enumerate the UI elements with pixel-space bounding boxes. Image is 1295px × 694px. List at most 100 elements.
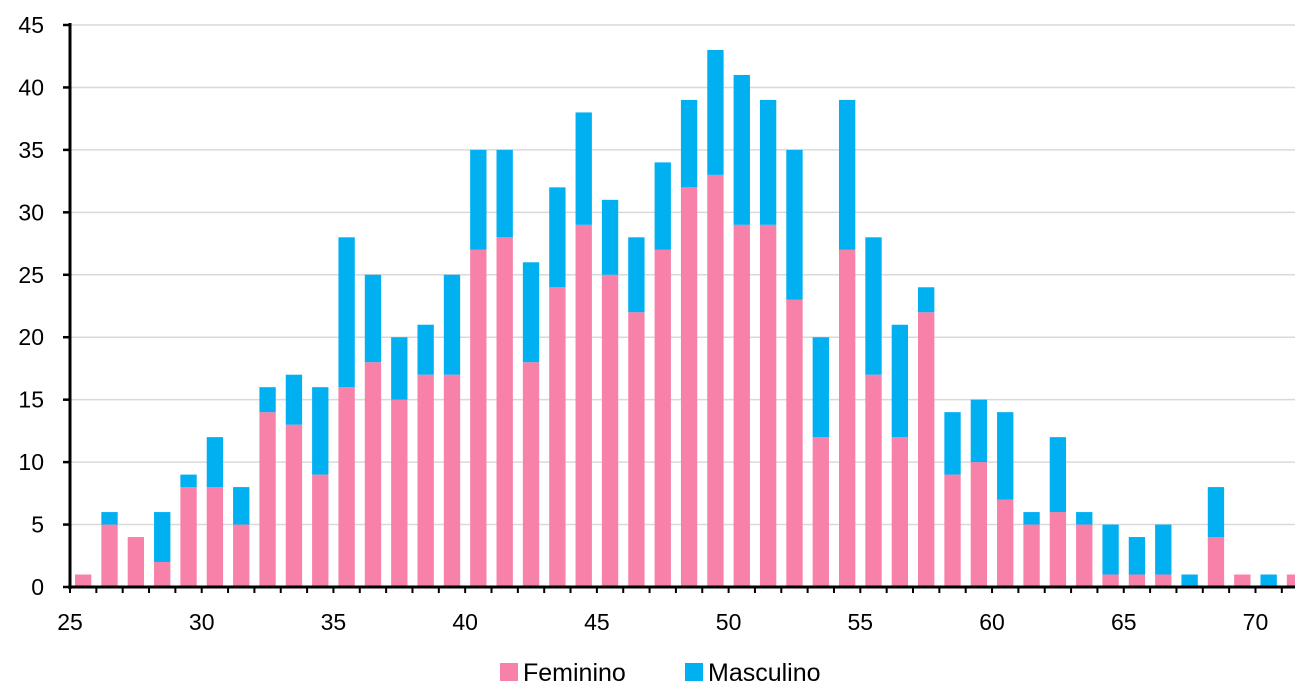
x-tick-label: 40 bbox=[452, 609, 478, 635]
bar-masculino-39 bbox=[443, 274, 461, 375]
bar-masculino-41 bbox=[496, 149, 513, 238]
bar-masculino-52 bbox=[786, 149, 803, 300]
bar-masculino-28 bbox=[154, 512, 171, 563]
bar-feminino-33 bbox=[285, 424, 303, 587]
bar-feminino-64 bbox=[1102, 574, 1119, 587]
bar-feminino-63 bbox=[1076, 524, 1093, 587]
bar-feminino-32 bbox=[259, 412, 276, 587]
bar-feminino-56 bbox=[891, 437, 909, 587]
bar-masculino-46 bbox=[628, 237, 645, 313]
bar-masculino-58 bbox=[944, 412, 961, 475]
bar-feminino-59 bbox=[970, 462, 988, 587]
y-tick-label: 20 bbox=[18, 324, 44, 350]
bar-feminino-47 bbox=[654, 249, 671, 588]
bar-feminino-52 bbox=[786, 299, 803, 587]
bar-masculino-47 bbox=[654, 162, 671, 250]
x-tick-labels: 25 30 35 40 45 50 55 60 65 70 bbox=[57, 609, 1268, 635]
bar-feminino-58 bbox=[944, 474, 961, 587]
bar-feminino-62 bbox=[1049, 512, 1067, 587]
y-tick-label: 25 bbox=[18, 262, 44, 288]
bar-masculino-66 bbox=[1155, 524, 1172, 575]
bar-feminino-71 bbox=[1286, 574, 1295, 587]
bar-feminino-65 bbox=[1128, 574, 1146, 587]
bar-masculino-60 bbox=[997, 412, 1014, 500]
x-tick-label: 45 bbox=[584, 609, 610, 635]
bar-masculino-63 bbox=[1076, 512, 1093, 525]
axes bbox=[63, 23, 1295, 593]
bar-feminino-66 bbox=[1155, 574, 1172, 587]
legend-swatch-feminino bbox=[500, 663, 518, 681]
bar-feminino-55 bbox=[865, 374, 882, 587]
bar-masculino-32 bbox=[259, 387, 276, 413]
bar-masculino-64 bbox=[1102, 524, 1119, 575]
legend: Feminino Masculino bbox=[500, 659, 821, 687]
bar-masculino-45 bbox=[601, 199, 619, 275]
bar-masculino-61 bbox=[1023, 512, 1040, 525]
x-tick-label: 70 bbox=[1243, 609, 1269, 635]
bar-feminino-43 bbox=[549, 287, 566, 587]
bar-feminino-61 bbox=[1023, 524, 1040, 587]
bar-feminino-41 bbox=[496, 237, 513, 588]
legend-swatch-masculino bbox=[685, 663, 703, 681]
bar-masculino-38 bbox=[417, 324, 434, 375]
bar-feminino-51 bbox=[759, 224, 777, 588]
bar-masculino-51 bbox=[759, 99, 777, 225]
bar-feminino-38 bbox=[417, 374, 434, 587]
bar-feminino-31 bbox=[233, 524, 250, 587]
bar-masculino-70 bbox=[1260, 574, 1277, 587]
bar-masculino-44 bbox=[575, 112, 592, 225]
x-tick-label: 25 bbox=[57, 609, 83, 635]
bar-masculino-50 bbox=[733, 74, 750, 225]
bar-feminino-26 bbox=[101, 524, 118, 587]
bar-feminino-69 bbox=[1234, 574, 1251, 587]
bar-masculino-56 bbox=[891, 324, 909, 438]
bar-feminino-57 bbox=[918, 312, 935, 587]
bar-masculino-49 bbox=[707, 49, 724, 175]
bar-feminino-37 bbox=[391, 399, 408, 587]
bar-feminino-68 bbox=[1207, 537, 1225, 587]
x-tick-label: 35 bbox=[321, 609, 347, 635]
bar-masculino-33 bbox=[285, 374, 303, 425]
bar-feminino-39 bbox=[443, 374, 461, 587]
y-tick-label: 10 bbox=[18, 449, 44, 475]
bar-feminino-48 bbox=[680, 187, 698, 587]
y-tick-label: 5 bbox=[31, 512, 44, 538]
y-tick-label: 35 bbox=[18, 137, 44, 163]
bar-masculino-55 bbox=[865, 237, 882, 375]
bar-feminino-45 bbox=[601, 274, 619, 587]
legend-item-masculino: Masculino bbox=[685, 659, 821, 687]
bar-masculino-59 bbox=[970, 399, 988, 463]
bar-masculino-68 bbox=[1207, 487, 1225, 538]
bar-masculino-36 bbox=[364, 274, 382, 363]
x-tick-label: 65 bbox=[1111, 609, 1137, 635]
bar-masculino-37 bbox=[391, 337, 408, 400]
bar-masculino-54 bbox=[838, 99, 856, 250]
bar-masculino-48 bbox=[680, 99, 698, 188]
bar-feminino-44 bbox=[575, 224, 592, 588]
bar-masculino-31 bbox=[233, 487, 250, 525]
bar-masculino-65 bbox=[1128, 537, 1146, 575]
bar-masculino-62 bbox=[1049, 437, 1067, 513]
y-tick-label: 0 bbox=[31, 574, 44, 600]
bar-masculino-40 bbox=[470, 149, 487, 250]
bar-feminino-54 bbox=[838, 249, 856, 588]
bar-masculino-35 bbox=[338, 237, 355, 388]
legend-item-feminino: Feminino bbox=[500, 659, 626, 687]
legend-label-masculino: Masculino bbox=[708, 659, 821, 687]
bar-masculino-57 bbox=[918, 287, 935, 313]
bar-masculino-42 bbox=[522, 262, 540, 363]
bar-feminino-40 bbox=[470, 249, 487, 588]
y-tick-labels: 0 5 10 15 20 25 30 35 40 45 bbox=[18, 12, 44, 600]
bar-masculino-53 bbox=[812, 337, 829, 438]
bar-feminino-28 bbox=[154, 562, 171, 587]
bar-masculino-67 bbox=[1181, 574, 1198, 587]
bar-feminino-35 bbox=[338, 387, 355, 587]
bar-feminino-25 bbox=[75, 574, 92, 587]
bars bbox=[75, 49, 1295, 588]
bar-masculino-26 bbox=[101, 512, 118, 525]
bar-feminino-50 bbox=[733, 224, 750, 588]
bar-masculino-34 bbox=[312, 387, 329, 475]
bar-masculino-29 bbox=[180, 474, 197, 488]
